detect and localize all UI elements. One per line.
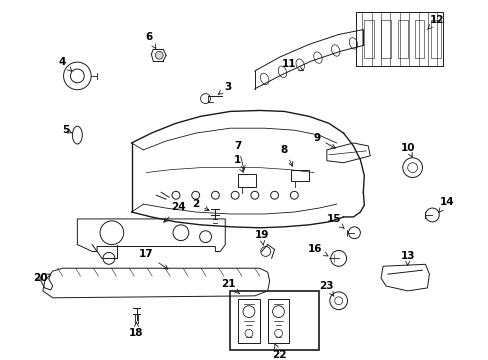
Text: 23: 23 xyxy=(319,281,333,296)
Text: 6: 6 xyxy=(145,32,156,49)
Bar xyxy=(230,291,318,350)
Text: 20: 20 xyxy=(33,273,47,283)
Text: 14: 14 xyxy=(438,197,453,212)
Text: 15: 15 xyxy=(326,214,344,229)
Bar xyxy=(291,170,308,181)
Text: 8: 8 xyxy=(280,145,292,166)
Text: 17: 17 xyxy=(139,249,167,269)
Text: 9: 9 xyxy=(313,133,335,148)
Bar xyxy=(430,20,440,58)
Text: 13: 13 xyxy=(400,251,414,265)
Text: 1: 1 xyxy=(233,155,243,172)
Text: 16: 16 xyxy=(307,243,327,256)
Text: 5: 5 xyxy=(62,125,72,135)
Bar xyxy=(267,299,289,343)
Circle shape xyxy=(155,51,163,59)
Text: 10: 10 xyxy=(400,143,414,157)
Text: 18: 18 xyxy=(129,322,143,338)
Bar xyxy=(356,12,442,66)
Bar xyxy=(238,174,255,187)
Bar xyxy=(397,20,407,58)
Text: 12: 12 xyxy=(427,15,444,30)
Bar xyxy=(414,20,424,58)
Bar xyxy=(364,20,373,58)
Text: 22: 22 xyxy=(272,344,286,360)
Text: 7: 7 xyxy=(234,141,244,170)
Text: 4: 4 xyxy=(59,57,72,71)
Text: 2: 2 xyxy=(192,199,209,211)
Text: 19: 19 xyxy=(254,230,268,245)
Bar xyxy=(238,299,259,343)
Text: 24: 24 xyxy=(163,202,186,222)
Text: 11: 11 xyxy=(282,59,303,71)
Text: 3: 3 xyxy=(218,82,231,94)
Text: 21: 21 xyxy=(221,279,239,294)
Bar xyxy=(380,20,390,58)
